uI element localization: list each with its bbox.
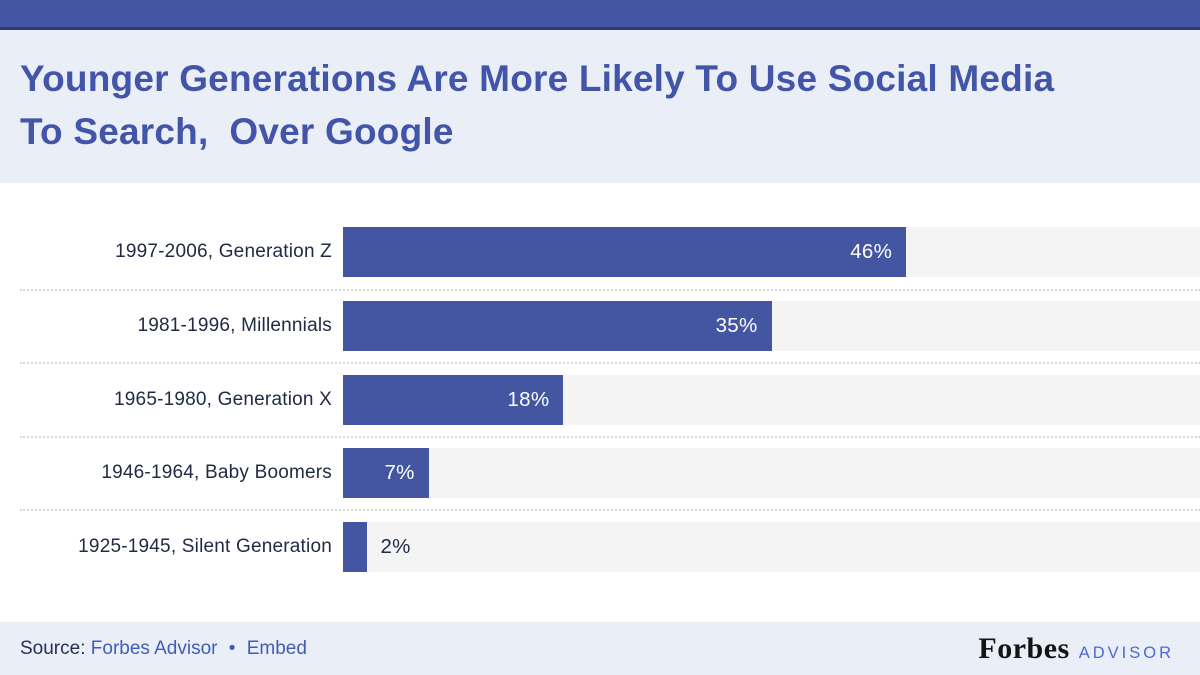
separator-dot: • — [228, 637, 236, 659]
chart-header: Younger Generations Are More Likely To U… — [0, 30, 1200, 183]
source-prefix: Source: — [20, 637, 86, 659]
source-line: Source: Forbes Advisor • Embed — [20, 638, 307, 660]
chart-footer: Source: Forbes Advisor • Embed Forbes AD… — [0, 622, 1200, 675]
chart-row: 1981-1996, Millennials 35% — [20, 288, 1200, 363]
chart-row: 1965-1980, Generation X 18% — [20, 362, 1200, 436]
bar-value-label: 35% — [715, 314, 758, 338]
bar-value-label: 46% — [850, 239, 893, 263]
bar: 2% — [343, 521, 410, 572]
page-title-line-1: Younger Generations Are More Likely To U… — [20, 58, 1055, 99]
bar-track: 35% — [343, 301, 1200, 352]
chart-row: 1925-1945, Silent Generation 2% — [20, 509, 1200, 583]
bar: 18% — [343, 374, 564, 425]
category-label: 1965-1980, Generation X — [114, 388, 332, 410]
page-title: Younger Generations Are More Likely To U… — [20, 52, 1180, 158]
bar-value-label: 2% — [380, 534, 411, 558]
page-title-line-2: To Search, Over Google — [20, 111, 454, 152]
embed-link[interactable]: Embed — [246, 637, 307, 659]
category-label: 1925-1945, Silent Generation — [78, 535, 332, 557]
forbes-wordmark: Forbes — [978, 631, 1070, 665]
bar-track: 7% — [343, 448, 1200, 499]
bar: 35% — [343, 301, 772, 352]
bar-track: 46% — [343, 226, 1200, 277]
top-accent-bar — [0, 0, 1200, 30]
chart-row: 1997-2006, Generation Z 46% — [20, 215, 1200, 289]
forbes-advisor-logo: Forbes ADVISOR — [978, 632, 1174, 666]
chart-row: 1946-1964, Baby Boomers 7% — [20, 435, 1200, 510]
advisor-wordmark: ADVISOR — [1078, 643, 1174, 662]
category-label: 1946-1964, Baby Boomers — [101, 462, 332, 484]
bar-chart: 1997-2006, Generation Z 46% 1981-1996, M… — [0, 183, 1200, 622]
category-label: 1981-1996, Millennials — [137, 315, 332, 337]
bar: 7% — [343, 448, 429, 499]
source-link[interactable]: Forbes Advisor — [90, 637, 218, 659]
category-label: 1997-2006, Generation Z — [115, 240, 332, 262]
bar-track: 18% — [343, 374, 1200, 425]
bar-value-label: 18% — [507, 387, 550, 411]
bar: 46% — [343, 226, 907, 277]
bar-track: 2% — [343, 521, 1200, 572]
bar-value-label: 7% — [384, 461, 415, 485]
